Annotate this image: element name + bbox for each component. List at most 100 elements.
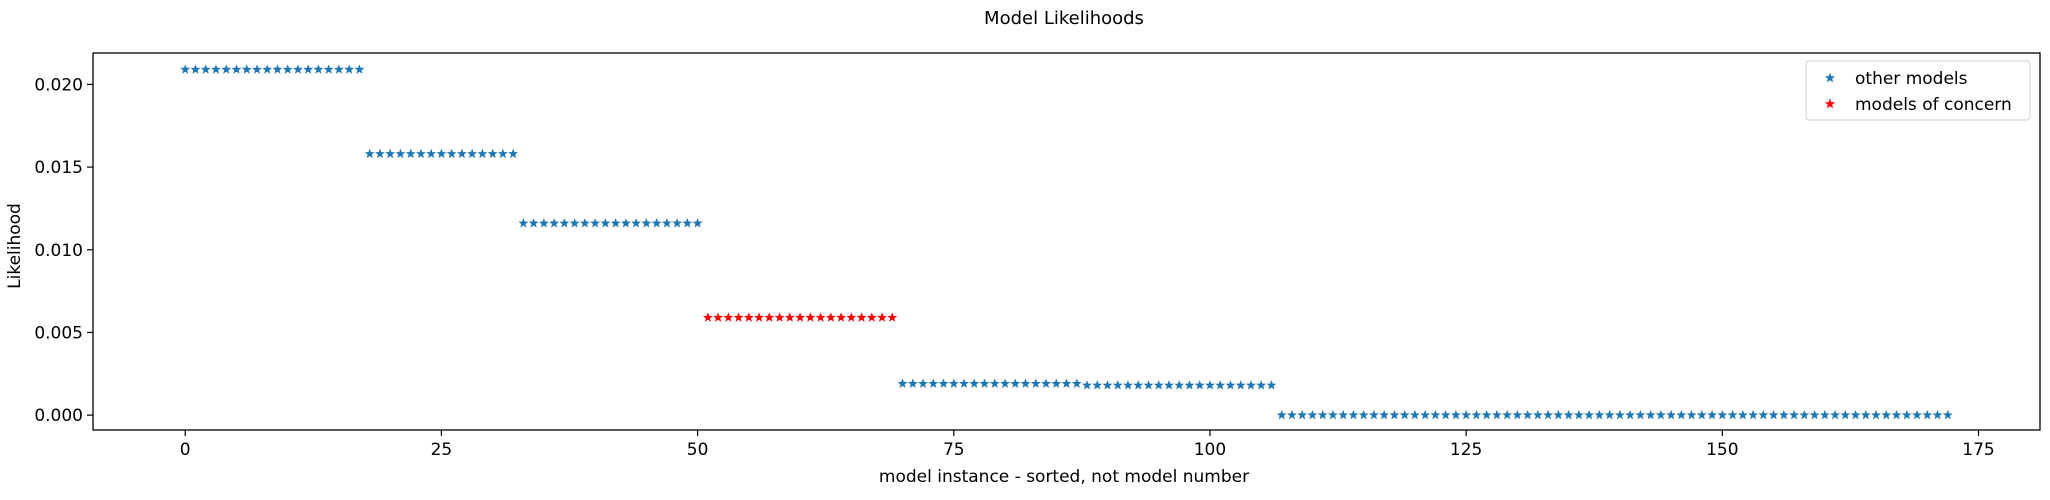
data-point-models-of-concern <box>733 312 744 322</box>
data-point-other-models <box>1645 409 1656 420</box>
data-point-other-models <box>252 64 262 74</box>
data-point-other-models <box>1942 409 1953 420</box>
data-point-other-models <box>1635 409 1646 420</box>
data-point-other-models <box>600 218 611 228</box>
y-tick-label: 0.000 <box>34 406 83 426</box>
data-point-other-models <box>907 378 918 388</box>
data-point-other-models <box>969 378 980 388</box>
data-point-other-models <box>323 64 334 74</box>
data-point-other-models <box>1020 378 1031 388</box>
data-point-other-models <box>293 64 303 74</box>
data-point-other-models <box>1553 409 1564 420</box>
data-point-other-models <box>1143 380 1154 390</box>
legend-box <box>1805 60 2031 121</box>
data-point-other-models <box>518 218 529 228</box>
data-point-other-models <box>651 218 662 228</box>
data-point-other-models <box>1071 378 1082 388</box>
data-point-other-models <box>1000 378 1010 388</box>
data-point-other-models <box>1840 409 1851 420</box>
data-point-other-models <box>1676 409 1687 420</box>
data-point-other-models <box>1358 409 1369 420</box>
data-point-other-models <box>1614 409 1625 420</box>
data-point-other-models <box>1276 409 1287 420</box>
data-point-other-models <box>446 148 457 159</box>
data-point-other-models <box>1215 380 1226 390</box>
data-point-other-models <box>262 64 273 74</box>
data-point-other-models <box>1399 409 1410 420</box>
data-point-other-models <box>1625 409 1636 420</box>
data-point-models-of-concern <box>877 312 887 322</box>
data-point-other-models <box>497 148 508 159</box>
data-point-models-of-concern <box>815 312 826 322</box>
data-point-other-models <box>241 64 252 74</box>
data-point-other-models <box>1696 409 1707 420</box>
legend-label: other models <box>1855 69 1968 89</box>
data-point-other-models <box>569 218 580 228</box>
data-point-other-models <box>979 378 990 388</box>
data-point-other-models <box>938 378 949 388</box>
data-point-other-models <box>1194 380 1205 390</box>
data-point-models-of-concern <box>887 312 898 322</box>
data-point-other-models <box>1123 380 1133 390</box>
data-point-other-models <box>1707 409 1718 420</box>
data-point-models-of-concern <box>743 312 754 322</box>
data-point-other-models <box>1532 409 1543 420</box>
x-tick-label: 125 <box>1450 440 1482 460</box>
data-point-other-models <box>1409 409 1420 420</box>
data-point-other-models <box>559 218 570 228</box>
data-point-other-models <box>1737 409 1748 420</box>
x-tick-label: 0 <box>180 440 191 460</box>
data-point-other-models <box>1799 409 1810 420</box>
data-point-other-models <box>1481 409 1492 420</box>
data-point-other-models <box>918 378 928 388</box>
data-point-other-models <box>1881 409 1892 420</box>
data-point-other-models <box>1850 409 1861 420</box>
x-axis-title: model instance - sorted, not model numbe… <box>879 467 1249 487</box>
data-point-other-models <box>528 218 539 228</box>
data-point-other-models <box>1174 380 1185 390</box>
data-point-other-models <box>1164 380 1174 390</box>
data-point-models-of-concern <box>784 312 795 322</box>
data-point-models-of-concern <box>723 312 734 322</box>
data-point-other-models <box>1246 380 1256 390</box>
data-point-other-models <box>1041 378 1051 388</box>
data-point-other-models <box>508 148 519 159</box>
data-point-other-models <box>436 148 447 159</box>
x-tick-label: 50 <box>687 440 709 460</box>
data-point-other-models <box>948 378 959 388</box>
data-point-other-models <box>395 148 406 159</box>
data-point-other-models <box>579 218 590 228</box>
data-points <box>180 64 1953 420</box>
data-point-other-models <box>1092 380 1103 390</box>
data-point-models-of-concern <box>836 312 846 322</box>
data-point-models-of-concern <box>774 312 785 322</box>
data-point-other-models <box>456 148 467 159</box>
data-point-models-of-concern <box>795 312 806 322</box>
data-point-other-models <box>1891 409 1902 420</box>
data-point-models-of-concern <box>754 312 765 322</box>
data-point-other-models <box>1789 409 1800 420</box>
data-point-other-models <box>1205 380 1215 390</box>
data-point-other-models <box>354 64 365 74</box>
data-point-other-models <box>692 218 703 228</box>
data-point-other-models <box>1871 409 1881 420</box>
data-point-models-of-concern <box>805 312 816 322</box>
data-point-other-models <box>282 64 293 74</box>
data-point-other-models <box>1317 409 1328 420</box>
data-point-models-of-concern <box>702 312 713 322</box>
data-point-models-of-concern <box>866 312 877 322</box>
data-point-other-models <box>180 64 191 74</box>
data-point-other-models <box>231 64 242 74</box>
data-point-other-models <box>1061 378 1072 388</box>
data-point-other-models <box>1594 409 1605 420</box>
x-axis: 0 25 50 75 100 125 150 175 <box>180 430 1995 460</box>
data-point-other-models <box>477 148 488 159</box>
data-point-other-models <box>1778 409 1789 420</box>
data-point-other-models <box>1307 409 1318 420</box>
data-point-other-models <box>1563 409 1574 420</box>
y-axis: 0.000 0.005 0.010 0.015 0.020 <box>34 75 93 426</box>
data-point-other-models <box>631 218 642 228</box>
data-point-other-models <box>211 64 221 74</box>
data-point-other-models <box>272 64 283 74</box>
data-point-other-models <box>1860 409 1871 420</box>
